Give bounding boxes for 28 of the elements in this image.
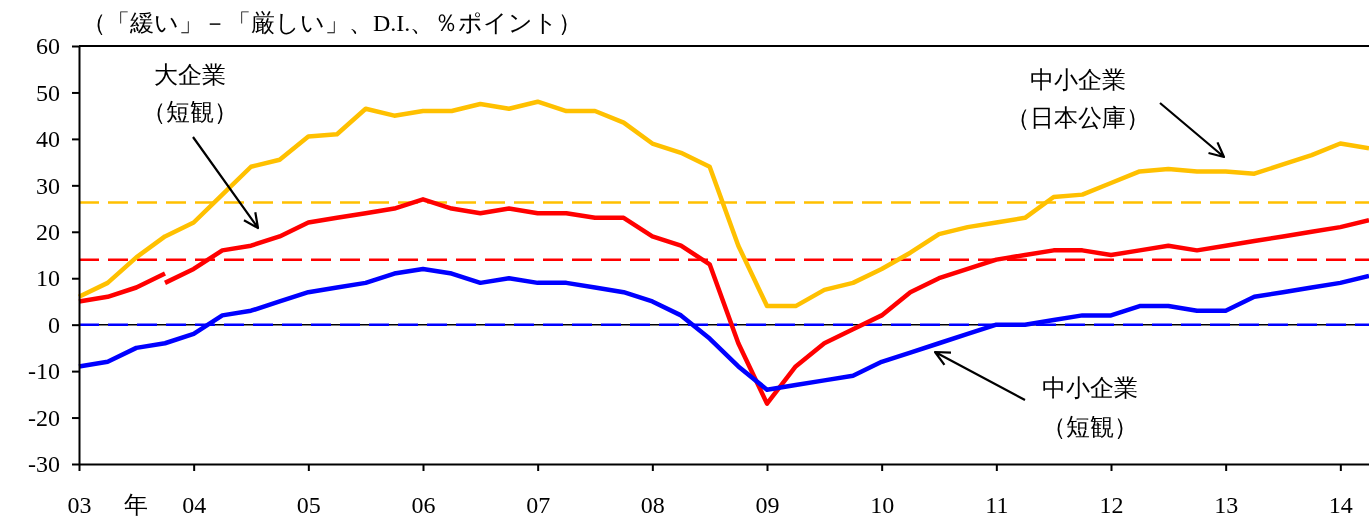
x-tick-label: 05 xyxy=(296,492,321,519)
y-tick-label: 50 xyxy=(36,79,60,106)
y-tick-label: 30 xyxy=(36,172,60,199)
text: 中小企業（短観） xyxy=(1042,375,1138,441)
x-axis-title: 年 xyxy=(124,492,149,519)
x-tick-label: 09 xyxy=(755,492,780,519)
y-tick-label: 20 xyxy=(36,218,60,245)
y-axis-title: （「緩い」－「厳しい」、D.I.、％ポイント） xyxy=(82,10,583,36)
y-tick-label: 0 xyxy=(48,311,60,338)
x-tick-label: 08 xyxy=(640,492,665,519)
x-tick-label: 03 xyxy=(67,492,92,519)
y-tick-label: 60 xyxy=(36,33,60,60)
y-tick-label: -10 xyxy=(28,358,60,385)
series-label: 中小企業（日本公庫） xyxy=(1006,67,1150,132)
x-tick-label: 14 xyxy=(1328,492,1353,519)
y-tick-label: 10 xyxy=(36,265,60,292)
line-series xyxy=(76,99,1369,309)
x-tick-label: 11 xyxy=(985,492,1009,519)
x-tick-label: 06 xyxy=(411,492,436,519)
x-tick-label: 10 xyxy=(870,492,895,519)
y-tick-label: -20 xyxy=(28,404,60,431)
x-tick-label: 12 xyxy=(1099,492,1124,519)
x-tick-label: 13 xyxy=(1214,492,1239,519)
y-tick-label: 40 xyxy=(36,126,60,153)
text: 大企業（短観） xyxy=(142,62,238,126)
x-tick-label: 07 xyxy=(526,492,551,519)
x-tick-label: 04 xyxy=(182,492,207,519)
y-tick-label: -30 xyxy=(28,451,60,478)
